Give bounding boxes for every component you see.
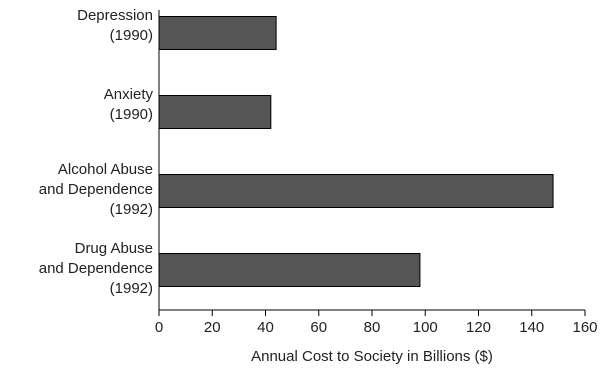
y-tick-label: Anxiety (1990) [104,86,154,123]
x-tick-label: 40 [257,319,274,336]
x-tick-label: 60 [310,319,327,336]
x-tick-label: 80 [364,319,381,336]
y-tick-label: Drug Abuse and Dependence (1992) [39,240,153,297]
bar [158,95,272,129]
bar [158,253,421,287]
bar [158,174,554,208]
x-tick-label: 160 [572,319,597,336]
x-tick-label: 0 [155,319,163,336]
x-tick-label: 20 [204,319,221,336]
y-tick-label: Depression (1990) [77,7,153,44]
x-tick-label: 100 [413,319,438,336]
x-axis-label: Annual Cost to Society in Billions ($) [251,348,493,365]
y-tick-label: Alcohol Abuse and Dependence (1992) [39,161,153,218]
x-tick-label: 120 [466,319,491,336]
x-tick-label: 140 [519,319,544,336]
bar [158,16,277,50]
